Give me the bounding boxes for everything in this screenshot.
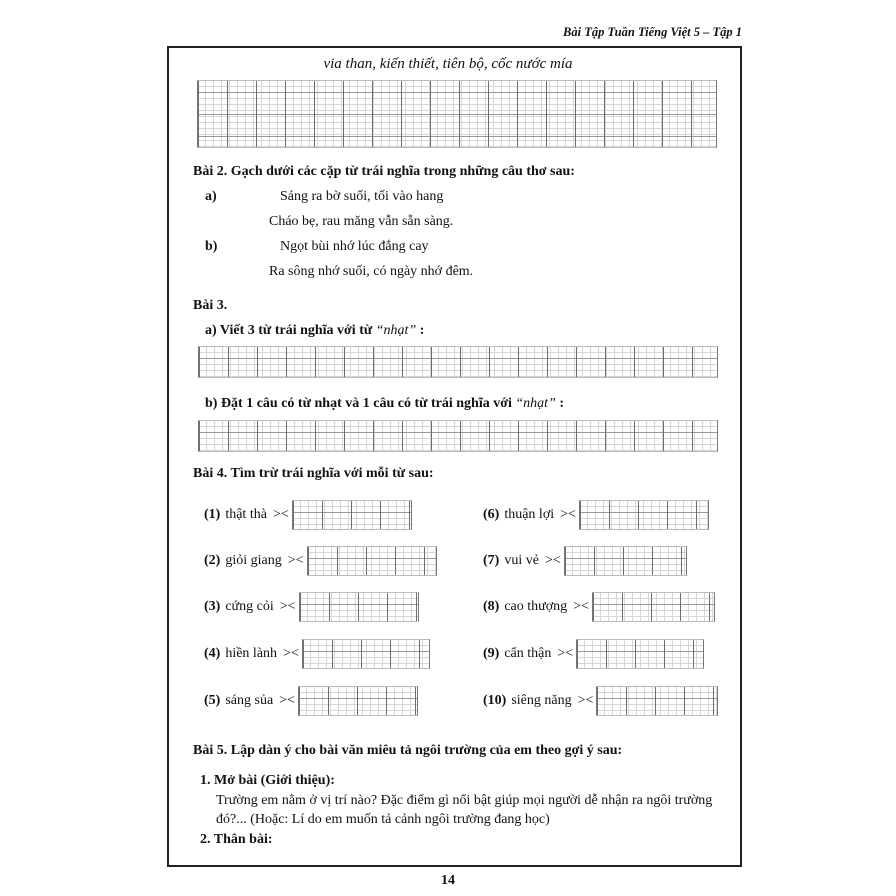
item-word: vui vẻ	[504, 553, 539, 568]
prompt-text: b) Đặt 1 câu có từ nhạt và 1 câu có từ t…	[205, 396, 516, 411]
antonym-symbol: ><	[544, 553, 561, 568]
bai3-b-prompt: b) Đặt 1 câu có từ nhạt và 1 câu có từ t…	[205, 396, 564, 412]
item-word: cứng cỏi	[225, 599, 274, 614]
item-word: cao thượng	[504, 599, 568, 614]
outline-text: Trường em nằm ở vị trí nào? Đặc điểm gì …	[216, 793, 713, 808]
item-word: giỏi giang	[225, 553, 282, 568]
antonym-item: (4) hiền lành ><	[204, 639, 430, 669]
item-number: (5)	[204, 693, 221, 708]
poem-line[interactable]: Cháo bẹ, rau măng vẫn sẵn sàng.	[269, 214, 454, 229]
prompt-end: :	[416, 323, 425, 338]
antonym-item: (1) thật thà ><	[204, 500, 412, 530]
item-number: (2)	[204, 553, 221, 568]
poem-line[interactable]: Ra sông nhớ suối, có ngày nhớ đêm.	[269, 264, 474, 279]
item-word: thật thà	[225, 507, 267, 522]
answer-grid[interactable]	[298, 592, 419, 622]
outline-item-2-title: 2. Thân bài:	[200, 832, 273, 847]
item-number: (8)	[483, 599, 500, 614]
antonym-item: (8) cao thượng ><	[483, 592, 715, 622]
item-word: thuận lợi	[504, 507, 555, 522]
answer-grid[interactable]	[306, 546, 437, 576]
antonym-item: (3) cứng cỏi ><	[204, 592, 419, 622]
antonym-symbol: ><	[577, 693, 594, 708]
writing-grid[interactable]	[198, 420, 718, 452]
answer-grid[interactable]	[576, 639, 705, 669]
outline-item-1-title: 1. Mở bài (Giới thiệu):	[200, 773, 335, 788]
outline-text: đó?... (Hoặc: Lí do em muốn tả cảnh ngôi…	[216, 812, 550, 827]
antonym-symbol: ><	[279, 599, 296, 614]
page-number: 14	[441, 873, 455, 888]
item-number: (9)	[483, 646, 500, 661]
answer-grid[interactable]	[578, 500, 709, 530]
item-number: (7)	[483, 553, 500, 568]
antonym-symbol: ><	[573, 599, 589, 614]
item-word: cẩn thận	[504, 646, 552, 661]
bai2-a-label: a)	[205, 189, 217, 204]
antonym-item: (2) giỏi giang ><	[204, 546, 437, 576]
prompt-word: “nhạt”	[515, 396, 556, 411]
bai5-title: Bài 5. Lập dàn ý cho bài văn miêu tả ngô…	[193, 743, 623, 758]
prompt-word: “nhạt”	[375, 323, 417, 338]
item-word: hiền lành	[225, 646, 278, 661]
writing-grid[interactable]	[198, 346, 718, 378]
answer-grid[interactable]	[596, 686, 719, 716]
antonym-symbol: ><	[560, 507, 576, 522]
answer-grid[interactable]	[301, 639, 430, 669]
antonym-symbol: ><	[283, 646, 299, 661]
antonym-item: (10) siêng năng ><	[483, 686, 719, 716]
prompt-text: a) Viết 3 từ trái nghĩa với từ	[205, 323, 376, 338]
bai3-a-prompt: a) Viết 3 từ trái nghĩa với từ “nhạt” :	[205, 323, 424, 339]
poem-line[interactable]: Sáng ra bờ suối, tối vào hang	[280, 189, 444, 204]
poem-line[interactable]: Ngọt bùi nhớ lúc đắng cay	[280, 239, 429, 254]
item-number: (6)	[483, 507, 500, 522]
item-number: (10)	[483, 693, 507, 708]
item-number: (1)	[204, 507, 221, 522]
antonym-symbol: ><	[287, 553, 304, 568]
bai4-title: Bài 4. Tìm trừ trái nghĩa với mỗi từ sau…	[193, 466, 434, 481]
word-list: via than, kiến thiết, tiên bộ, cốc nước …	[323, 56, 573, 72]
item-word: sáng sủa	[225, 693, 274, 708]
antonym-item: (7) vui vẻ ><	[483, 546, 687, 576]
item-number: (3)	[204, 599, 221, 614]
item-number: (4)	[204, 646, 221, 661]
answer-grid[interactable]	[563, 546, 687, 576]
bai2-title: Bài 2. Gạch dưới các cặp từ trái nghĩa t…	[193, 164, 575, 179]
prompt-end: :	[555, 396, 565, 411]
antonym-symbol: ><	[279, 693, 295, 708]
antonym-item: (9) cẩn thận ><	[483, 639, 705, 669]
antonym-item: (6) thuận lợi ><	[483, 500, 709, 530]
answer-grid[interactable]	[291, 500, 412, 530]
answer-grid[interactable]	[591, 592, 715, 622]
bai2-b-label: b)	[205, 239, 218, 254]
item-word: siêng năng	[511, 693, 572, 708]
answer-grid[interactable]	[297, 686, 418, 716]
writing-grid[interactable]	[197, 80, 717, 148]
antonym-symbol: ><	[272, 507, 289, 522]
antonym-item: (5) sáng sủa ><	[204, 686, 418, 716]
running-header: Bài Tập Tuần Tiếng Việt 5 – Tập 1	[563, 25, 742, 39]
bai3-title: Bài 3.	[193, 298, 228, 313]
antonym-symbol: ><	[557, 646, 574, 661]
page-frame	[167, 46, 742, 867]
